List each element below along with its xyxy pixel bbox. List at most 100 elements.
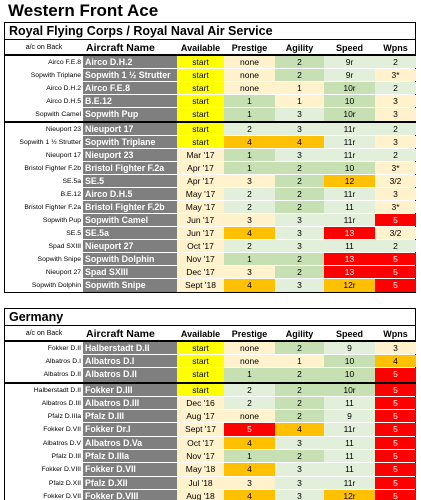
agility-cell: 2 — [275, 56, 324, 68]
speed-cell: 13 — [324, 266, 375, 278]
aircraft-group: Nieuport 23 Nieuport 17 start 2 3 11r 2 Sopwith… — [5, 123, 416, 292]
section-title: Germany — [5, 309, 415, 326]
weapons-cell: 5 — [375, 214, 416, 226]
weapons-cell: 5 — [375, 410, 416, 423]
prestige-cell: 4 — [224, 227, 275, 239]
speed-cell: 10r — [324, 108, 375, 121]
back-aircraft-cell: Pfalz D.III — [5, 450, 83, 463]
aircraft-name-cell: Albatros D.III — [83, 396, 177, 410]
prestige-cell: none — [224, 82, 275, 94]
back-aircraft-cell: Airco D.H.2 — [5, 82, 83, 94]
col-prestige-header: Prestige — [231, 43, 268, 53]
section-title: Royal Flying Corps / Royal Naval Air Ser… — [5, 23, 415, 40]
prestige-cell: none — [224, 355, 275, 368]
prestige-cell: 1 — [224, 162, 275, 174]
back-aircraft-cell: Nieuport 27 — [5, 266, 83, 278]
available-cell: Sept '18 — [177, 279, 224, 292]
aircraft-name-cell: Fokker D.VII — [83, 463, 177, 476]
weapons-cell: 3 — [375, 188, 416, 200]
back-aircraft-cell: Airco F.E.8 — [5, 56, 83, 68]
aircraft-group: Halberstadt D.II Fokker D.III start 2 2 10r 5 A… — [5, 383, 416, 500]
back-aircraft-cell: Bristol Fighter F.2a — [5, 201, 83, 213]
aircraft-name-cell: Airco F.E.8 — [83, 82, 177, 94]
back-aircraft-cell: Sopwith Pup — [5, 214, 83, 226]
table-row: Fokker D.VII Fokker Dr.I Sept '17 5 4 11r 5 — [5, 423, 416, 437]
aircraft-name-cell: Halberstadt D.II — [83, 342, 177, 355]
agility-cell: 3 — [275, 279, 324, 292]
aircraft-name-cell: Nieuport 27 — [83, 240, 177, 252]
available-cell: Aug '18 — [177, 489, 224, 500]
agility-cell: 3 — [275, 489, 324, 500]
aircraft-name-cell: Pfalz D.III — [83, 410, 177, 423]
aircraft-name-cell: Bristol Fighter F.2a — [83, 162, 177, 174]
available-cell: Jun '17 — [177, 214, 224, 226]
table-row: Sopwith Triplane Sopwith 1 ½ Strutter star… — [5, 69, 416, 82]
table-row: Albatros D.III Albatros D.III Dec '16 2 2 11 5 — [5, 396, 416, 411]
speed-cell: 11r — [324, 123, 375, 135]
back-aircraft-cell: Fokker D.VIII — [5, 463, 83, 476]
table-row: Airco F.E.8 Airco D.H.2 start none 2 9r 2 — [5, 56, 416, 69]
speed-cell: 10r — [324, 82, 375, 94]
back-aircraft-cell: Sopwith Triplane — [5, 69, 83, 81]
agility-cell: 2 — [275, 266, 324, 278]
back-aircraft-cell: Albatros D.I — [5, 355, 83, 368]
table-row: Fokker D.II Halberstadt D.II start none 2 9 3 — [5, 342, 416, 356]
weapons-cell: 5 — [375, 463, 416, 476]
weapons-cell: 3/2 — [375, 227, 416, 239]
available-cell: start — [177, 368, 224, 382]
back-aircraft-cell: Halberstadt D.II — [5, 383, 83, 396]
table-row: Bristol Fighter F.2a Bristol Fighter F.2b… — [5, 201, 416, 214]
back-aircraft-cell: Sopwith 1 ½ Strutter — [5, 136, 83, 148]
aircraft-name-cell: SE.5 — [83, 175, 177, 187]
aircraft-name-cell: Sopwith Triplane — [83, 136, 177, 148]
speed-cell: 9 — [324, 342, 375, 355]
prestige-cell: 3 — [224, 175, 275, 187]
aircraft-name-cell: Nieuport 17 — [83, 123, 177, 135]
weapons-cell: 2 — [375, 56, 416, 68]
back-aircraft-cell: Albatros D.II — [5, 368, 83, 382]
col-available-header: Available — [180, 43, 221, 53]
prestige-cell: 2 — [224, 240, 275, 252]
aircraft-name-cell: Fokker Dr.I — [83, 423, 177, 436]
prestige-cell: none — [224, 410, 275, 423]
col-wpns-header: Wpns — [383, 329, 408, 339]
table-row: Sopwith Pup Sopwith Camel Jun '17 3 3 11r 5 — [5, 214, 416, 227]
weapons-cell: 2 — [375, 123, 416, 135]
table-row: Sopwith Camel Sopwith Pup start 1 3 10r 3 — [5, 108, 416, 121]
speed-cell: 9r — [324, 69, 375, 81]
prestige-cell: 3 — [224, 476, 275, 489]
agility-cell: 2 — [275, 188, 324, 200]
table-row: Pfalz D.III Pfalz D.IIIa Nov '17 1 2 11 5 — [5, 450, 416, 464]
table-row: Pfalz D.IIIa Pfalz D.III Aug '17 none 2 9 5 — [5, 410, 416, 424]
agility-cell: 2 — [275, 342, 324, 355]
available-cell: start — [177, 342, 224, 355]
available-cell: start — [177, 123, 224, 135]
table-row: Nieuport 27 Spad SXIII Dec '17 3 2 13 5 — [5, 266, 416, 279]
germany-section: Germany a/c on Back Aircraft Name Availa… — [4, 308, 416, 500]
weapons-cell: 3/2 — [375, 175, 416, 187]
speed-cell: 11r — [324, 188, 375, 200]
col-available-header: Available — [180, 329, 221, 339]
table-row: SE.5 SE.5a Jun '17 4 3 13 3/2 — [5, 227, 416, 240]
table-row: Nieuport 23 Nieuport 17 start 2 3 11r 2 — [5, 123, 416, 136]
weapons-cell: 5 — [375, 423, 416, 436]
prestige-cell: 2 — [224, 396, 275, 410]
agility-cell: 3 — [275, 108, 324, 121]
agility-cell: 3 — [275, 240, 324, 252]
weapons-cell: 3 — [375, 95, 416, 107]
agility-cell: 2 — [275, 396, 324, 410]
back-aircraft-cell: Fokker D.VII — [5, 489, 83, 500]
weapons-cell: 5 — [375, 266, 416, 278]
speed-cell: 11 — [324, 463, 375, 476]
speed-cell: 9r — [324, 56, 375, 68]
available-cell: start — [177, 82, 224, 94]
aircraft-name-cell: Airco D.H.2 — [83, 56, 177, 68]
agility-cell: 2 — [275, 175, 324, 187]
agility-cell: 2 — [275, 383, 324, 396]
aircraft-name-cell: Bristol Fighter F.2b — [83, 201, 177, 213]
col-name-header: Aircraft Name — [86, 42, 155, 54]
prestige-cell: 1 — [224, 149, 275, 161]
rfc-rnas-section: Royal Flying Corps / Royal Naval Air Ser… — [4, 22, 416, 293]
agility-cell: 2 — [275, 410, 324, 423]
table-row: Albatros D.V Albatros D.Va Oct '17 4 3 11 5 — [5, 436, 416, 451]
